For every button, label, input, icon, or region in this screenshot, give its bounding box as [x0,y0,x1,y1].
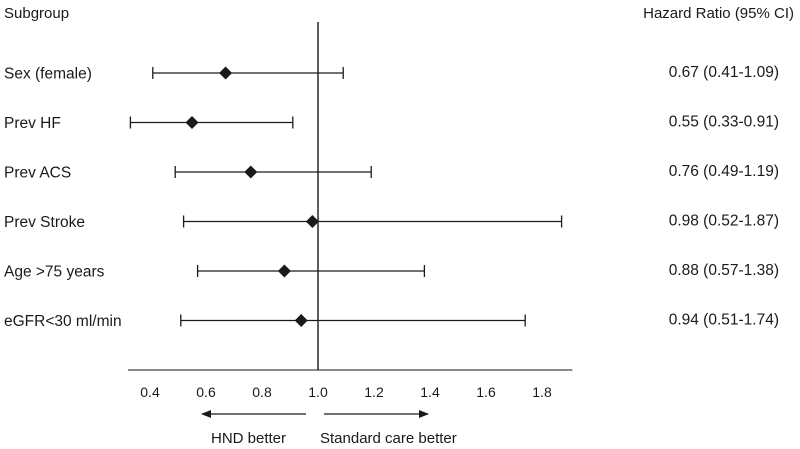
hazard-ratio-marker [185,116,199,129]
x-tick-label: 1.4 [420,384,440,400]
x-tick-label: 1.0 [308,384,328,400]
subgroup-row: Prev ACS 0.76 (0.49-1.19) [4,163,779,182]
standard-care-better-label: Standard care better [320,430,457,447]
subgroup-header: Subgroup [4,5,70,22]
x-tick-label: 1.8 [532,384,552,400]
hazard-ratio-marker [277,264,291,278]
hazard-ratio-value: 0.98 (0.52-1.87) [669,213,779,230]
subgroup-label: Age >75 years [4,264,105,281]
hazard-ratio-marker [294,314,308,327]
hazard-ratio-value: 0.67 (0.41-1.09) [669,64,779,81]
subgroup-row: Age >75 years 0.88 (0.57-1.38) [4,262,779,281]
x-tick-label: 0.4 [140,384,160,400]
x-tick-label: 1.2 [364,384,384,400]
hazard-ratio-value: 0.76 (0.49-1.19) [669,163,779,180]
subgroup-label: Prev HF [4,115,61,132]
x-tick-label: 0.6 [196,384,216,400]
hazard-ratio-value: 0.55 (0.33-0.91) [669,114,779,131]
hazard-ratio-value: 0.94 (0.51-1.74) [669,312,779,329]
subgroup-label: Prev ACS [4,165,71,182]
subgroup-row: Sex (female) 0.67 (0.41-1.09) [4,64,779,83]
subgroup-label: Prev Stroke [4,214,85,231]
subgroup-row: eGFR<30 ml/min 0.94 (0.51-1.74) [4,312,779,331]
hazard-ratio-marker [305,215,319,228]
hnd-better-label: HND better [211,430,286,447]
hazard-ratio-value: 0.88 (0.57-1.38) [669,262,779,279]
hazard-ratio-header: Hazard Ratio (95% CI) [643,5,794,22]
hazard-ratio-marker [219,66,233,80]
subgroup-row: Prev Stroke 0.98 (0.52-1.87) [4,213,779,232]
hazard-ratio-marker [244,165,258,179]
x-tick-label: 1.6 [476,384,496,400]
x-tick-label: 0.8 [252,384,272,400]
subgroup-label: Sex (female) [4,66,92,83]
subgroup-label: eGFR<30 ml/min [4,313,122,330]
subgroup-row: Prev HF 0.55 (0.33-0.91) [4,114,779,133]
